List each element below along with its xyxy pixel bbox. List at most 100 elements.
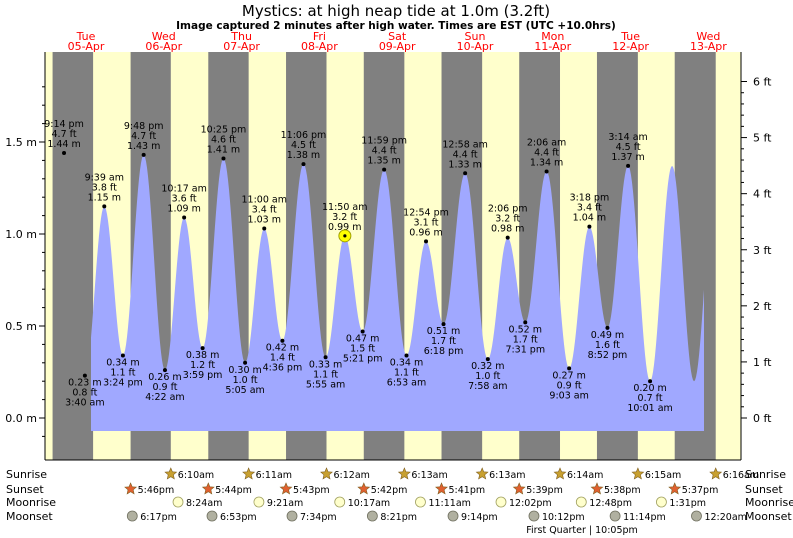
y-tick-label-ft: 2 ft (753, 300, 772, 313)
night-band (52, 52, 94, 460)
sunset-icon (201, 482, 215, 495)
moonset-icon (366, 510, 378, 522)
tide-time-label: 7:31 pm (505, 344, 545, 355)
tide-time-label: 10:25 pm (201, 125, 247, 136)
y-tick-label-m: 1.0 m (5, 228, 37, 241)
tide-point (221, 156, 226, 161)
row-label-right-moonset: Moonset (745, 510, 792, 523)
row-label-right-sunset: Sunset (745, 483, 783, 496)
moonrise-time: 11:11am (428, 498, 470, 509)
tide-m-label: 0.30 m (228, 365, 261, 376)
day-of-week-label: Tue (620, 30, 640, 43)
moonrise-time: 10:17am (348, 498, 390, 509)
sunrise-icon (631, 467, 645, 480)
y-tick-label-m: 1.5 m (5, 136, 37, 149)
row-label-left-moonrise: Moonrise (6, 496, 56, 509)
tide-point (382, 167, 387, 172)
sunset-time: 5:42pm (371, 485, 408, 496)
date-label: 11-Apr (534, 40, 571, 53)
tide-time-label: 12:54 pm (403, 207, 449, 218)
tide-point (424, 239, 429, 244)
moon-phase-label: First Quarter | 10:05pm (526, 525, 638, 536)
tide-time-label: 11:00 am (242, 194, 287, 205)
sunset-icon (435, 482, 448, 495)
moonset-icon (609, 510, 621, 522)
moonset-time: 9:14pm (461, 512, 498, 523)
day-of-week-label: Thu (230, 30, 252, 43)
tide-time-label: 6:18 pm (424, 346, 464, 357)
tide-point (605, 325, 610, 330)
row-label-right-sunrise: Sunrise (745, 468, 786, 481)
sunset-time: 5:37pm (682, 485, 719, 496)
sunset-icon (668, 482, 682, 495)
tide-time-label: 12:58 am (442, 139, 487, 150)
tide-m-label: 0.26 m (148, 372, 181, 383)
moonrise-time: 1:31pm (669, 498, 706, 509)
tide-m-label: 0.34 m (106, 357, 139, 368)
sunset-time: 5:39pm (526, 485, 563, 496)
moonset-time: 7:34pm (300, 512, 337, 523)
tide-m-label: 0.42 m (266, 343, 299, 354)
tide-point (404, 353, 409, 358)
row-label-left-sunset: Sunset (6, 483, 44, 496)
sunrise-icon (475, 467, 489, 480)
tide-m-label: 0.33 m (309, 359, 342, 370)
sunrise-icon (397, 467, 411, 480)
moonset-time: 6:53pm (220, 512, 257, 523)
tide-time-label: 11:06 pm (281, 130, 327, 141)
tide-ft-label: 3.4 ft (252, 204, 277, 215)
tide-m-label: 1.09 m (167, 203, 200, 214)
sunrise-time: 6:11am (256, 470, 292, 481)
sunset-icon (357, 482, 371, 495)
tide-ft-label: 4.4 ft (453, 149, 478, 160)
date-label: 09-Apr (379, 40, 416, 53)
tide-time-label: 7:58 am (468, 381, 507, 392)
sunrise-time: 6:13am (489, 470, 525, 481)
tide-ft-label: 0.9 ft (152, 382, 177, 393)
moonset-icon (286, 510, 298, 522)
tide-m-label: 0.23 m (68, 378, 101, 389)
y-tick-label-ft: 0 ft (753, 412, 772, 425)
tide-m-label: 1.44 m (47, 139, 80, 150)
tide-point (120, 353, 125, 358)
y-tick-label-ft: 3 ft (753, 244, 772, 257)
sunrise-time: 6:15am (645, 470, 681, 481)
tide-point (441, 322, 446, 327)
tide-ft-label: 3.2 ft (495, 214, 520, 225)
tide-point (280, 338, 285, 343)
tide-ft-label: 3.8 ft (92, 182, 117, 193)
date-label: 10-Apr (457, 40, 494, 53)
tide-ft-label: 4.7 ft (52, 129, 77, 140)
moonrise-time: 12:48pm (589, 498, 632, 509)
tide-point (243, 360, 248, 365)
tide-time-label: 9:39 am (85, 172, 124, 183)
tide-time-label: 9:03 am (549, 390, 588, 401)
tide-ft-label: 4.4 ft (372, 146, 397, 157)
tide-ft-label: 1.0 ft (475, 371, 500, 382)
tide-m-label: 1.35 m (367, 156, 400, 167)
tide-time-label: 3:24 pm (103, 377, 143, 388)
tide-m-label: 1.03 m (248, 214, 281, 225)
tide-ft-label: 3.4 ft (577, 203, 602, 214)
tide-m-label: 1.04 m (573, 213, 606, 224)
tide-time-label: 2:06 pm (488, 204, 528, 215)
tide-time-label: 3:18 pm (570, 193, 610, 204)
tide-ft-label: 1.6 ft (595, 340, 620, 351)
tide-ft-label: 0.7 ft (638, 393, 663, 404)
sunset-time: 5:44pm (215, 485, 252, 496)
moonset-icon (447, 510, 459, 522)
tide-time-label: 5:21 pm (343, 354, 383, 365)
sunset-time: 5:38pm (604, 485, 641, 496)
axes: 0.0 m 0.5 m 1.0 m 1.5 m 0 ft 1 ft 2 ft 3 ft 4 ft… (5, 52, 772, 461)
tide-m-label: 0.49 m (591, 330, 624, 341)
tide-m-label: 0.98 m (491, 224, 524, 235)
sunset-icon (124, 482, 138, 495)
tide-time-label: 9:48 pm (124, 121, 164, 132)
tide-m-label: 0.27 m (552, 370, 585, 381)
tide-m-label: 0.20 m (633, 383, 666, 394)
tide-point (567, 366, 572, 371)
tide-point (485, 357, 490, 362)
day-of-week-label: Wed (152, 30, 176, 43)
